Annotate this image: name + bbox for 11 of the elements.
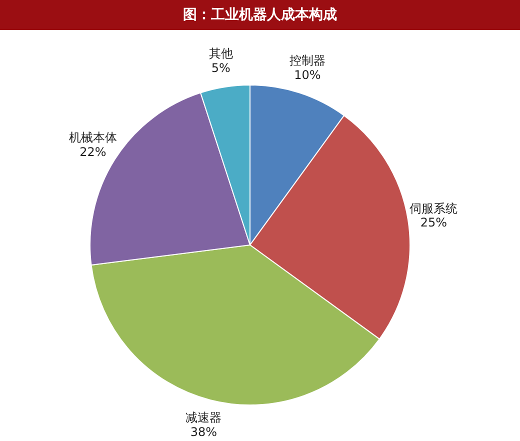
data-label: 38% [190, 424, 218, 439]
data-label: 5% [211, 61, 230, 76]
chart-title: 图：工业机器人成本构成 [0, 0, 520, 30]
slice-label: 机械本体 [68, 130, 117, 145]
data-label: 22% [80, 145, 106, 160]
slice-label: 减速器 [186, 410, 222, 425]
data-label: 25% [420, 216, 448, 230]
slice-label: 其他 [208, 46, 233, 61]
data-label: 10% [294, 68, 321, 82]
slice-label: 控制器 [289, 54, 326, 68]
slice-label: 伺服系统 [410, 201, 458, 216]
